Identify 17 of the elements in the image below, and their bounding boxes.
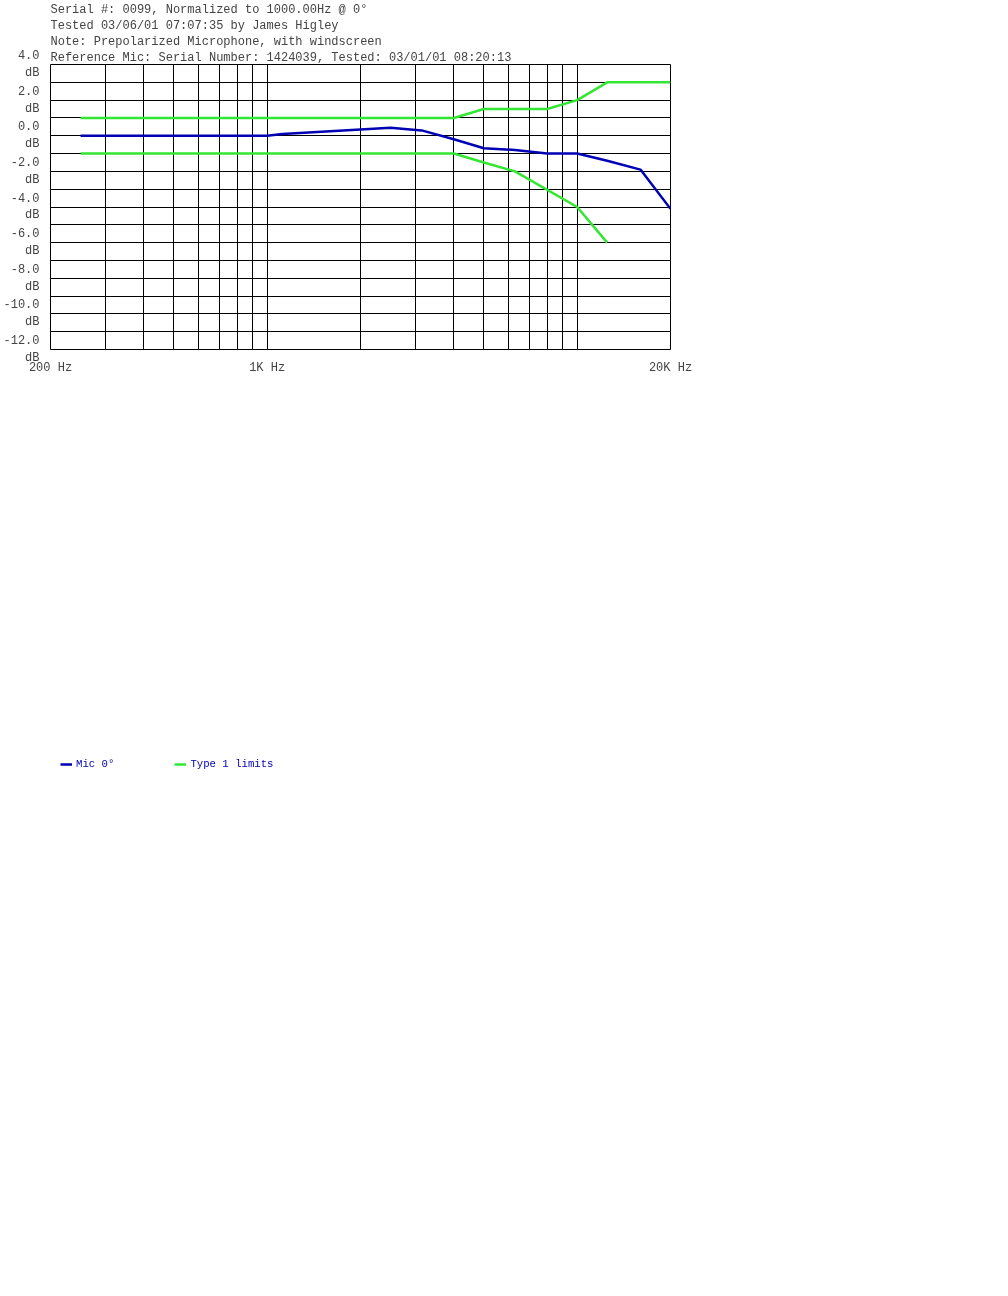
text: Note: Prepolarized Microphone, with windscreen bbox=[50, 34, 382, 49]
x-tick-label: 200 Hz bbox=[28, 360, 73, 375]
y-tick-label: -10.0 dB bbox=[3, 298, 40, 330]
text: Reference Mic: Serial Number: 1424039, Tested: 03/01/01 08:20:13 bbox=[50, 50, 512, 65]
y-tick-label: -8.0 dB bbox=[10, 262, 40, 294]
x-tick-label: 20K Hz bbox=[648, 360, 693, 375]
legend-label: Mic 0° bbox=[76, 758, 115, 770]
y-tick-label: 2.0 dB bbox=[17, 84, 40, 116]
y-tick-label: -2.0 dB bbox=[10, 155, 40, 187]
y-tick-label: -4.0 dB bbox=[10, 191, 40, 223]
y-tick-label: 4.0 dB bbox=[17, 49, 40, 80]
legend-label: Type 1 limits bbox=[190, 758, 274, 770]
y-tick-label: -6.0 dB bbox=[10, 227, 40, 259]
x-tick-label: 1K Hz bbox=[249, 360, 286, 375]
chart-title: Serial #: 0099, Normalized to 1000.00Hz @ 0° bbox=[50, 2, 368, 17]
y-tick-label: 0.0 dB bbox=[17, 120, 40, 152]
text: Tested 03/06/01 07:07:35 by James Higley bbox=[50, 18, 339, 33]
